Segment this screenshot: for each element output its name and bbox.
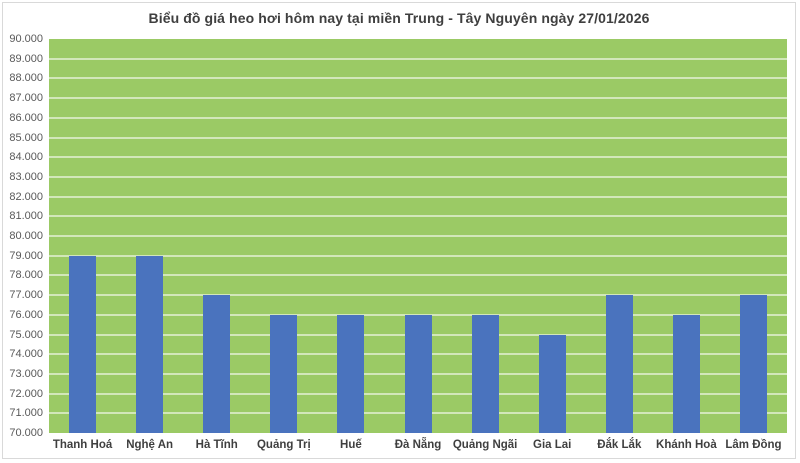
chart-title: Biểu đồ giá heo hơi hôm nay tại miền Tru…: [148, 10, 650, 26]
bars-row: [49, 39, 787, 433]
bar-Đà Nẵng: [404, 314, 432, 433]
y-tick-label: 86.000: [9, 111, 43, 124]
chart-frame: Biểu đồ giá heo hơi hôm nay tại miền Tru…: [2, 2, 796, 459]
x-axis-label: Hà Tĩnh: [195, 439, 238, 451]
bar-Lâm Đồng: [739, 295, 767, 433]
y-tick-label: 87.000: [9, 92, 43, 105]
y-tick-label: 88.000: [9, 72, 43, 85]
y-tick-label: 80.000: [9, 230, 43, 242]
bar-slot: [653, 39, 720, 433]
gridline: [49, 294, 787, 297]
gridline: [49, 77, 787, 80]
y-tick-label: 76.000: [9, 308, 43, 321]
y-tick-label: 74.000: [9, 348, 43, 361]
y-tick-label: 89.000: [9, 52, 43, 65]
x-axis-label: Thanh Hoá: [52, 439, 113, 451]
x-axis-label: Lâm Đồng: [725, 439, 782, 451]
x-axis-label: Quảng Ngãi: [452, 439, 518, 451]
gridline: [49, 313, 787, 316]
x-axis-label: Đà Nẵng: [394, 439, 442, 451]
bar-slot: [452, 39, 519, 433]
x-axis: Thanh Hoá Nghệ An Hà Tĩnh Quảng Trị Huế Đà Nẵ…: [49, 439, 787, 451]
x-axis-label: Đắk Lắk: [597, 439, 642, 451]
bar-Đắk Lắk: [605, 295, 633, 433]
gridline: [49, 274, 787, 277]
y-tick-label: 71.000: [9, 407, 43, 420]
y-axis: 90.000 89.000 88.000 87.000 86.000 85.000 84.0…: [3, 33, 43, 439]
plot-area: [49, 39, 787, 433]
y-tick-label: 75.000: [9, 328, 43, 341]
y-tick-label: 78.000: [9, 269, 43, 282]
gridline: [49, 215, 787, 218]
bar-Hà Tĩnh: [203, 295, 231, 433]
x-axis-label: Huế: [340, 439, 362, 451]
bar-Khánh Hoà: [672, 314, 700, 433]
x-axis-label: Nghệ An: [126, 439, 174, 451]
bar-Nghệ An: [136, 255, 164, 433]
y-tick-label: 82.000: [9, 190, 43, 203]
y-tick-label: 70.000: [9, 427, 43, 439]
bar-slot: [586, 39, 653, 433]
x-axis-label: Quảng Trị: [256, 439, 311, 451]
bar-slot: [720, 39, 787, 433]
y-tick-label: 83.000: [9, 170, 43, 183]
bar-Gia Lai: [538, 334, 566, 433]
bar-slot: [519, 39, 586, 433]
bar-slot: [317, 39, 384, 433]
y-tick-label: 73.000: [9, 367, 43, 380]
gridline: [49, 136, 787, 139]
bar-slot: [116, 39, 183, 433]
y-tick-label: 77.000: [9, 289, 43, 302]
y-tick-label: 90.000: [9, 33, 43, 45]
bar-slot: [384, 39, 451, 433]
x-axis-label: Khánh Hoà: [656, 439, 717, 451]
bar-Thanh Hoá: [69, 255, 97, 433]
bar-slot: [183, 39, 250, 433]
gridline: [49, 195, 787, 198]
x-axis-label: Gia Lai: [533, 439, 572, 451]
y-tick-label: 79.000: [9, 249, 43, 262]
bar-Quảng Ngãi: [471, 314, 499, 433]
y-tick-label: 81.000: [9, 210, 43, 223]
gridline: [49, 254, 787, 257]
bar-Quảng Trị: [270, 314, 298, 433]
y-tick-label: 72.000: [9, 387, 43, 400]
gridline: [49, 235, 787, 237]
gridline: [49, 156, 787, 159]
bar-slot: [49, 39, 116, 433]
y-tick-label: 84.000: [9, 151, 43, 164]
gridline: [49, 116, 787, 119]
y-tick-label: 85.000: [9, 131, 43, 144]
bar-slot: [250, 39, 317, 433]
gridline: [49, 57, 787, 60]
gridline: [49, 97, 787, 100]
gridline: [49, 175, 787, 178]
bar-Huế: [337, 314, 365, 433]
